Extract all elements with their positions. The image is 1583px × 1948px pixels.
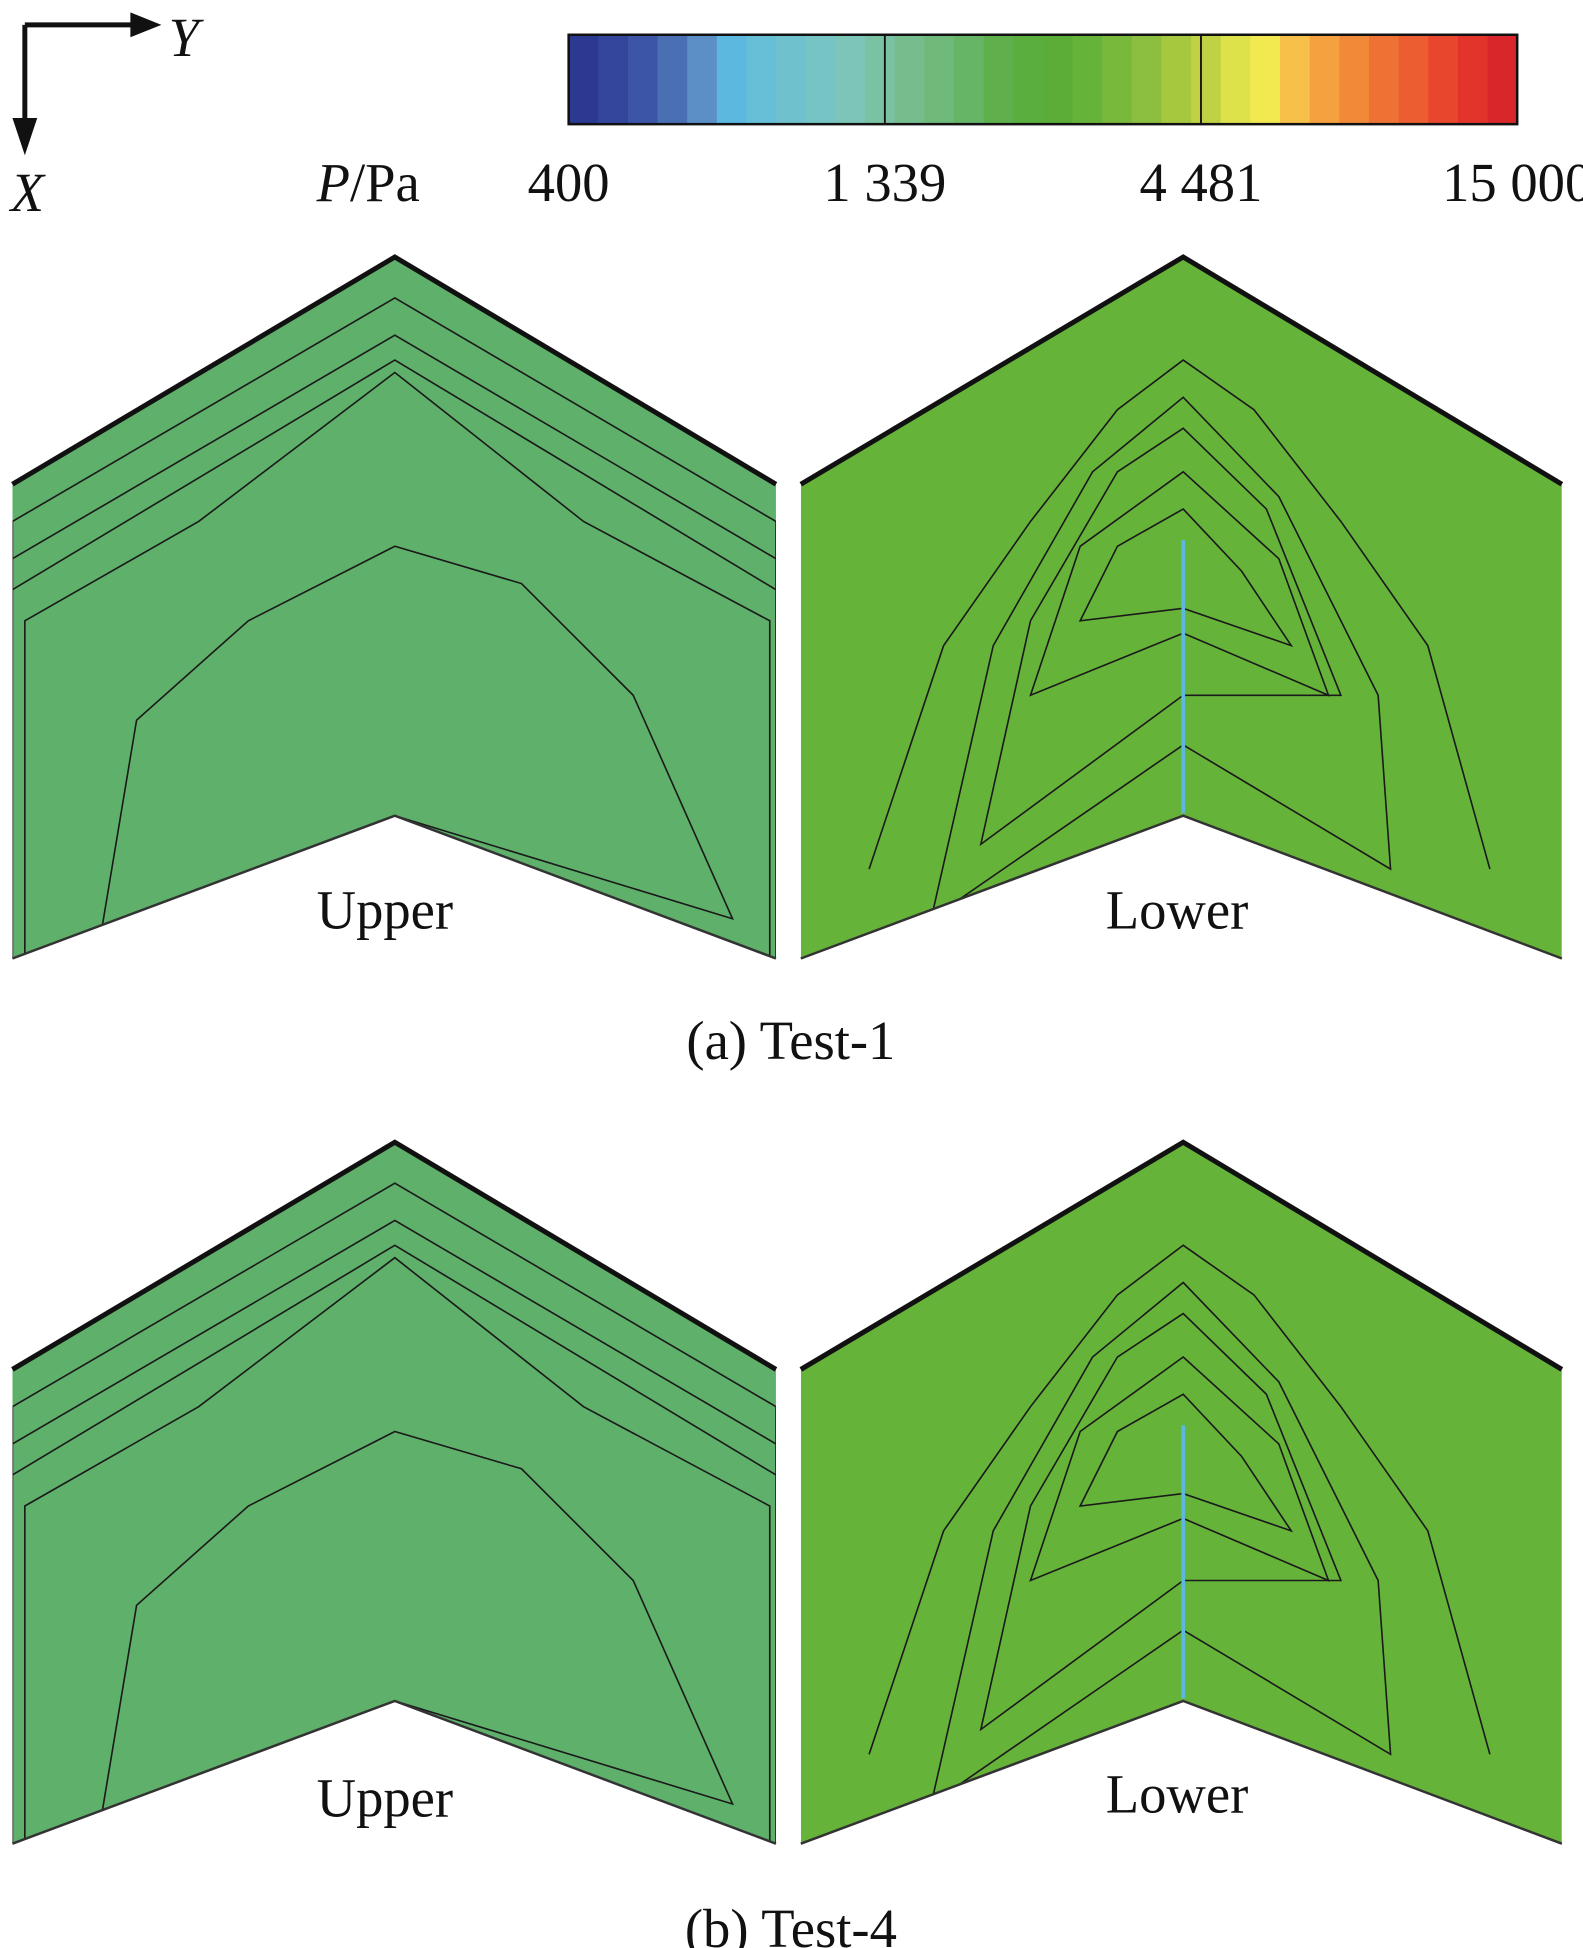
colorbar-tick-label: 400 <box>528 152 610 213</box>
colorbar-segment <box>1368 34 1400 125</box>
colorbar-segment <box>1042 34 1074 125</box>
colorbar-segment <box>1428 34 1459 125</box>
colorbar-segment <box>1102 34 1133 125</box>
colorbar-segment <box>1191 34 1222 125</box>
colorbar-segment <box>1398 34 1429 125</box>
colorbar-title: P/Pa <box>316 152 420 213</box>
colorbar-tick-label: 4 481 <box>1140 152 1263 213</box>
colorbar-segment <box>1161 34 1192 125</box>
colorbar-segment <box>1309 34 1340 125</box>
colorbar-segment <box>1250 34 1281 125</box>
axes-indicator: Y X <box>9 7 205 223</box>
panel-a-contours <box>12 257 1561 958</box>
panel-b-contours <box>12 1142 1561 1843</box>
colorbar-tick-label: 15 000 <box>1442 152 1583 213</box>
colorbar-segment <box>1487 34 1518 125</box>
view-label: Upper <box>317 1767 453 1828</box>
colorbar-segment <box>687 34 718 125</box>
colorbar-segment <box>1131 34 1163 125</box>
colorbar-segment <box>746 34 777 125</box>
panel-caption: (a) Test-1 <box>686 1010 895 1071</box>
colorbar-frame <box>567 33 1519 126</box>
colorbar-segment <box>627 34 659 125</box>
colorbar-symbol: P <box>316 152 350 213</box>
panel-caption: (b) Test-4 <box>685 1898 897 1948</box>
view-label: Lower <box>1106 1764 1249 1825</box>
colorbar-segment <box>1220 34 1252 125</box>
colorbar-segment <box>835 34 866 125</box>
colorbar-segment <box>568 34 599 125</box>
colorbar-segment <box>776 34 807 125</box>
colorbar-segment <box>924 34 955 125</box>
colorbar-segment <box>1072 34 1103 125</box>
colorbar-segment <box>1280 34 1311 125</box>
axis-x-label: X <box>9 162 47 223</box>
colorbar-segment <box>598 34 629 125</box>
colorbar-segment <box>1339 34 1370 125</box>
colorbar-segment <box>894 34 925 125</box>
colorbar-segment <box>865 34 896 125</box>
colorbar-segment <box>716 34 748 125</box>
colorbar-segment <box>1013 34 1044 125</box>
view-label: Lower <box>1106 880 1249 941</box>
view-label: Upper <box>317 880 453 941</box>
colorbar-tick-label: 1 339 <box>823 152 946 213</box>
axis-y-label: Y <box>169 7 205 68</box>
colorbar-segment <box>1457 34 1489 125</box>
colorbar-segment <box>983 34 1014 125</box>
colorbar-segment <box>657 34 688 125</box>
colorbar-unit: /Pa <box>350 152 420 213</box>
colorbar-segment <box>805 34 837 125</box>
colorbar: 400 1 339 4 481 15 000 <box>528 33 1583 213</box>
colorbar-segment <box>953 34 985 125</box>
